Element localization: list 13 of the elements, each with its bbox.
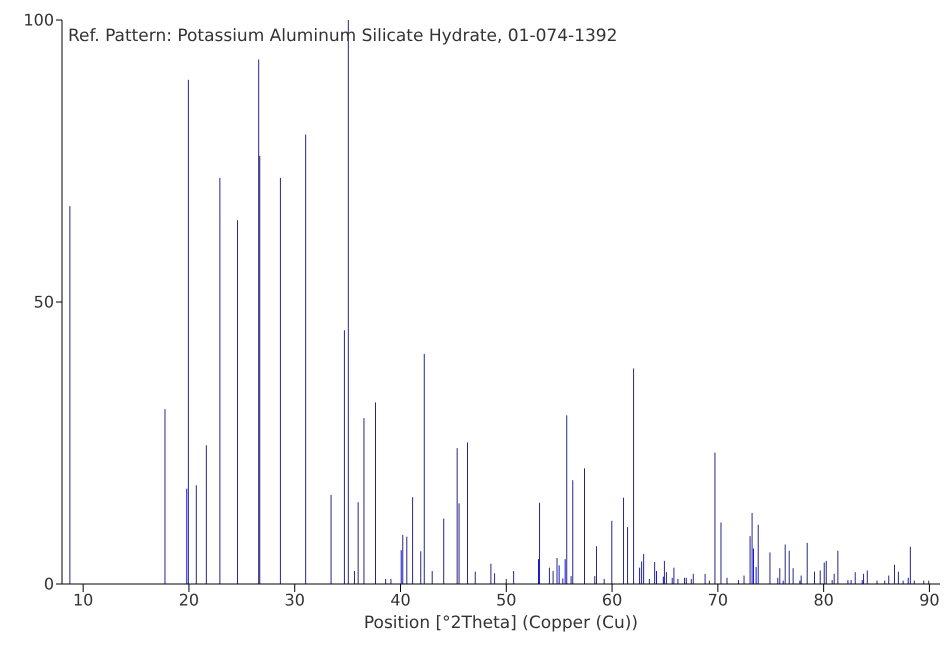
y-tick-label: 50 xyxy=(34,292,54,312)
x-tick-label: 30 xyxy=(284,590,305,610)
x-tick-label: 20 xyxy=(178,590,200,610)
x-axis-title: Position [°2Theta] (Copper (Cu)) xyxy=(364,613,638,633)
x-tick-label: 50 xyxy=(496,590,516,610)
x-tick-label: 80 xyxy=(813,590,834,610)
x-tick-label: 40 xyxy=(390,590,411,610)
y-tick-label: 100 xyxy=(23,10,54,30)
x-tick-label: 60 xyxy=(602,590,622,610)
x-tick-label: 70 xyxy=(708,590,728,610)
x-tick-label: 10 xyxy=(72,590,94,610)
x-tick-label: 90 xyxy=(919,590,940,610)
y-tick-label: 0 xyxy=(44,574,54,594)
